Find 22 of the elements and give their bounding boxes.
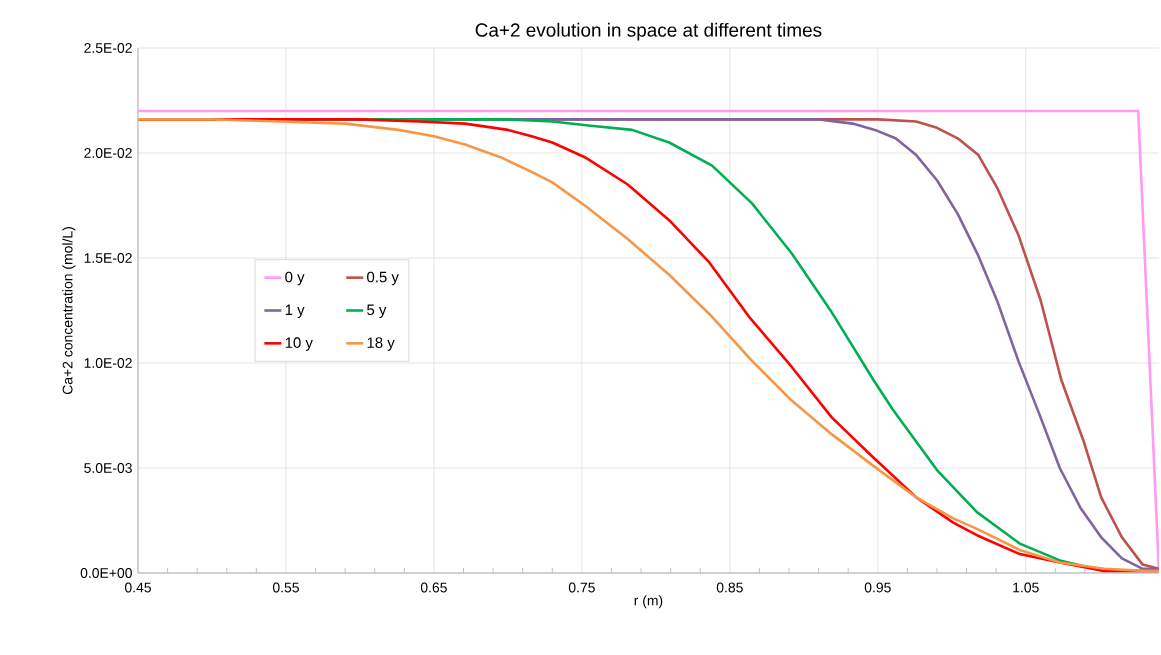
legend-label: 0 y xyxy=(285,271,305,286)
x-tick-label: 0.45 xyxy=(124,582,151,593)
legend-label: 18 y xyxy=(367,337,395,351)
x-axis-title: r (m) xyxy=(634,595,663,609)
legend-label: 0.5 y xyxy=(367,271,399,286)
legend-label: 5 y xyxy=(367,304,387,318)
x-tick-label: 0.75 xyxy=(568,582,595,593)
y-tick-label: 5.0E-03 xyxy=(84,463,132,473)
x-tick-label: 0.85 xyxy=(716,582,743,593)
y-tick-label: 1.5E-02 xyxy=(84,253,132,263)
y-axis-title: Ca+2 concentration (mol/L) xyxy=(62,227,76,395)
x-tick-label: 0.95 xyxy=(864,582,891,593)
y-tick-label: 2.5E-02 xyxy=(84,43,132,53)
y-tick-label: 2.0E-02 xyxy=(84,148,132,158)
x-tick-label: 1.05 xyxy=(1013,582,1039,593)
y-tick-label: 0.0E+00 xyxy=(80,568,132,578)
x-tick-label: 0.55 xyxy=(272,582,299,593)
y-tick-label: 1.0E-02 xyxy=(84,358,132,368)
legend-label: 1 y xyxy=(285,304,305,318)
x-tick-label: 0.65 xyxy=(420,582,447,593)
legend-label: 10 y xyxy=(285,337,313,351)
chart-title: Ca+2 evolution in space at different times xyxy=(475,22,822,41)
